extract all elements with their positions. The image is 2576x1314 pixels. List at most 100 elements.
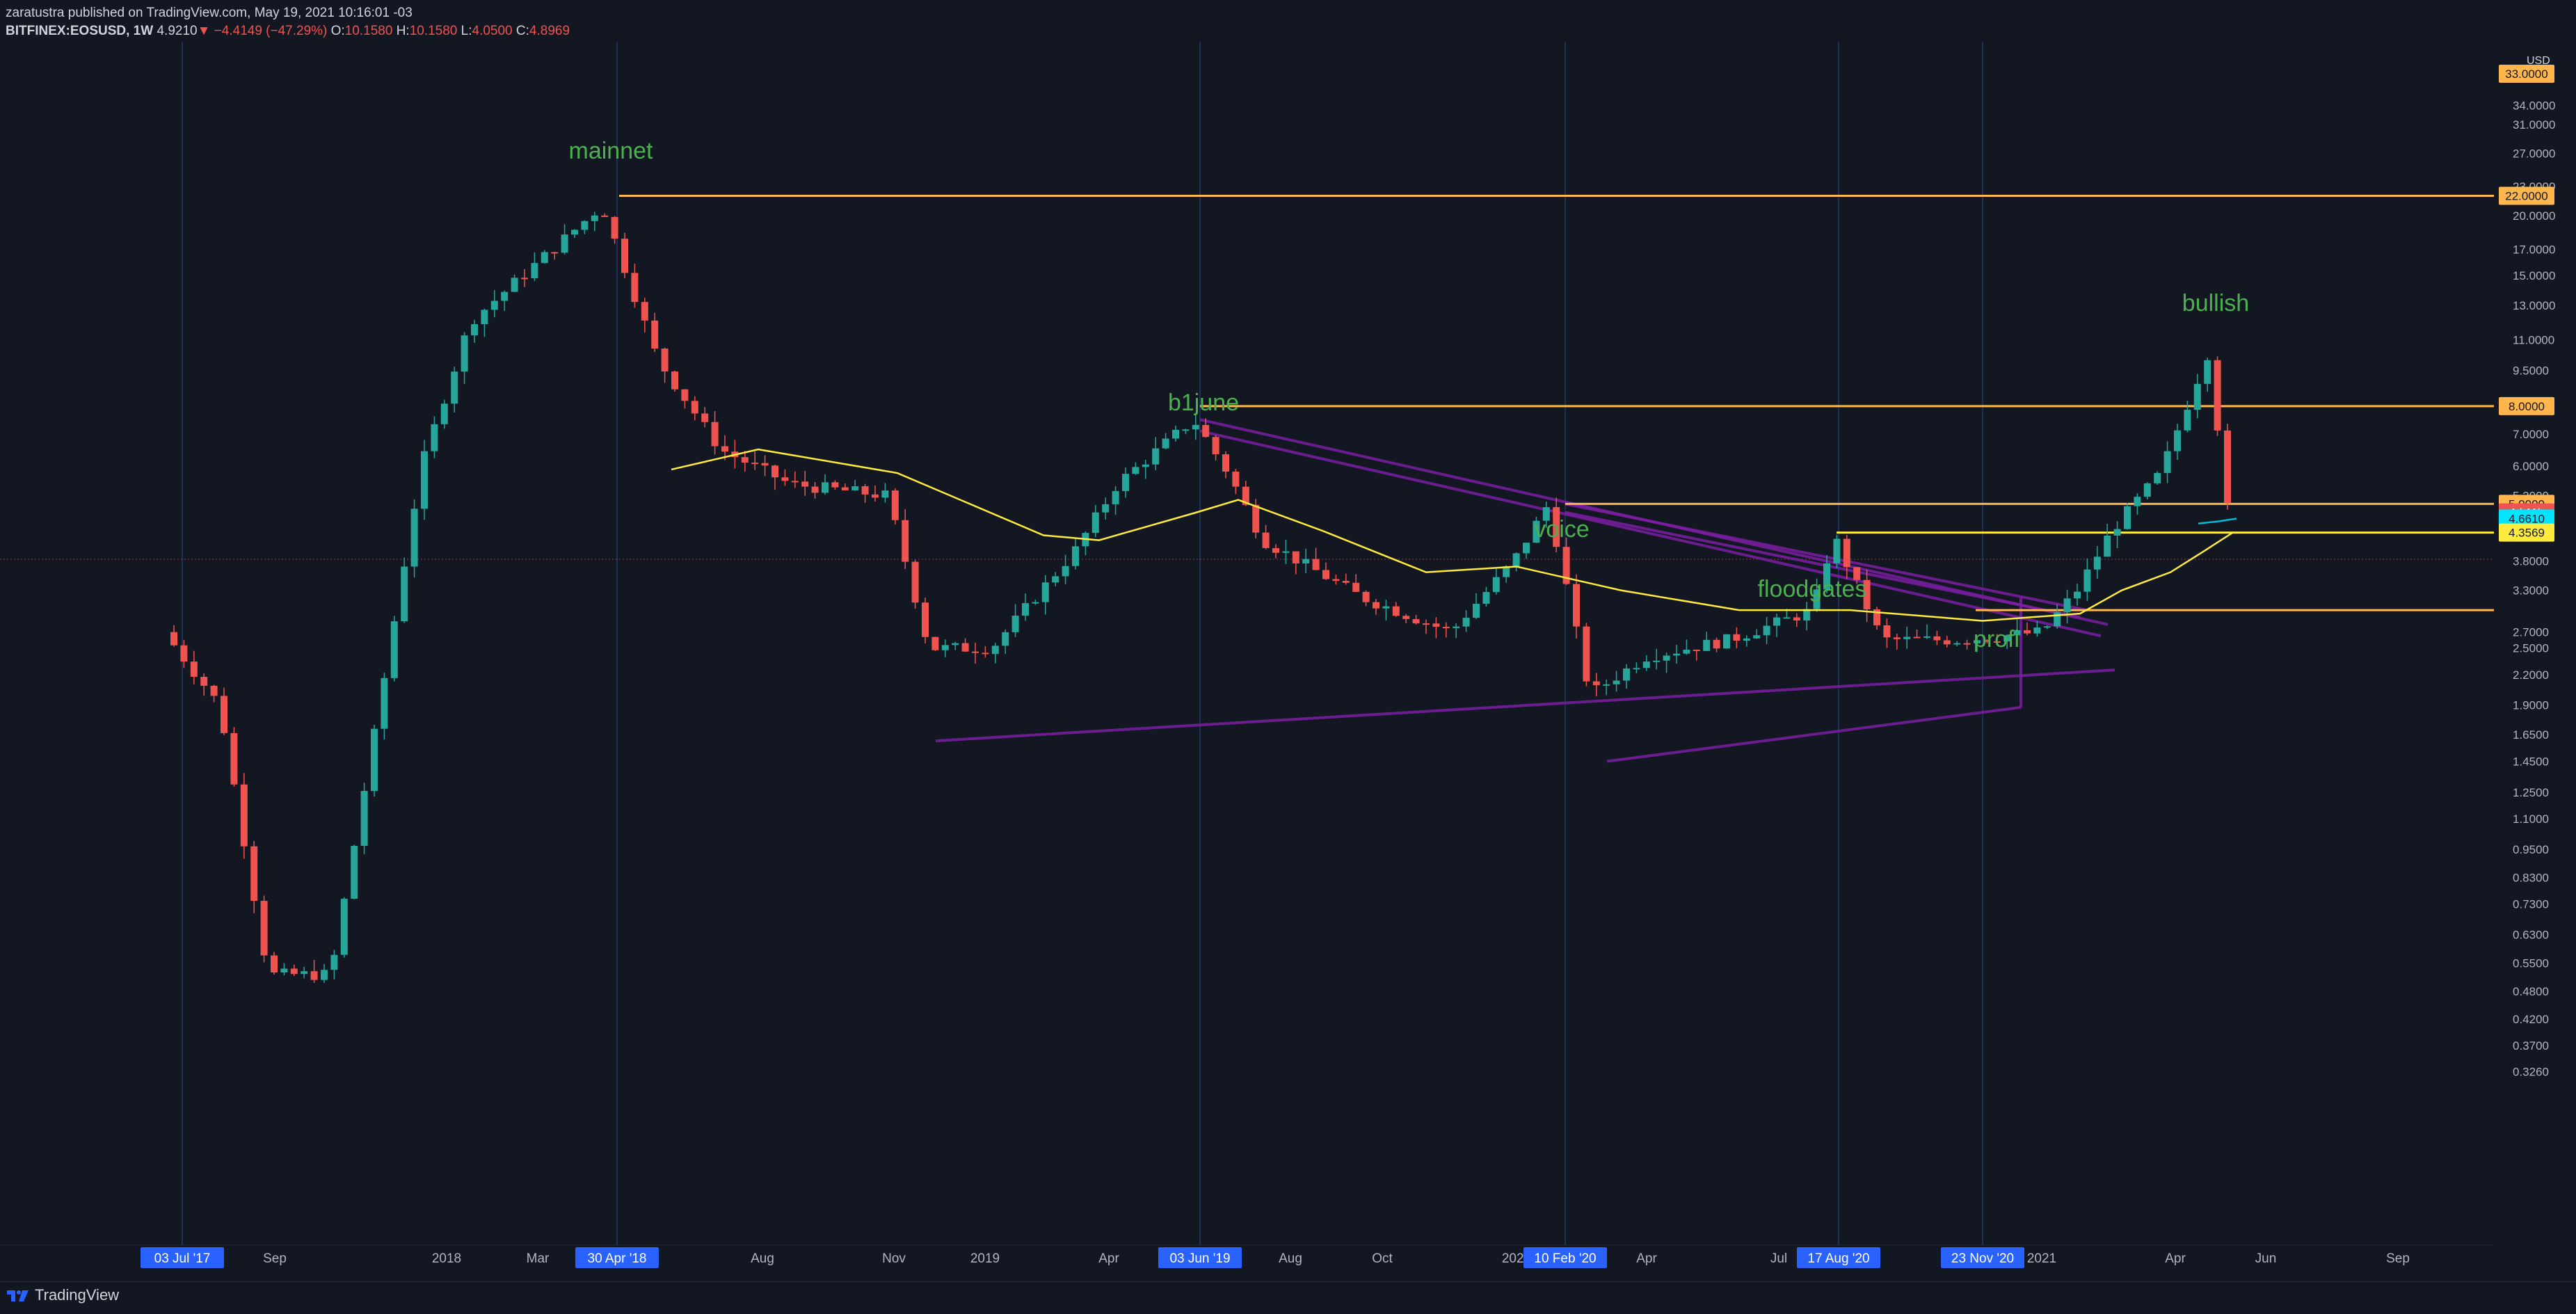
candle-body: [1673, 653, 1680, 656]
low-value: 4.0500: [472, 24, 513, 38]
low-label: L:: [461, 24, 472, 38]
candle-body: [982, 652, 989, 655]
horizontal-levels[interactable]: [619, 195, 2494, 611]
candle-body: [1974, 640, 1981, 643]
trendlines[interactable]: [935, 418, 2115, 763]
candle-body: [1693, 649, 1700, 651]
candle-body: [1091, 512, 1099, 534]
candle-body: [1843, 538, 1850, 568]
price-axis-badge: [2499, 509, 2554, 528]
high-value: 10.1580: [409, 24, 458, 38]
candle-body: [1453, 626, 1460, 628]
down-arrow-icon: ▼: [197, 24, 211, 38]
candle-body: [1653, 660, 1661, 662]
price-tick-label: 0.5500: [2513, 956, 2549, 970]
candle-body: [1642, 662, 1650, 668]
candle-body: [1713, 639, 1720, 649]
price-tick-label: 27.0000: [2513, 147, 2555, 160]
candle-body: [1663, 655, 1670, 661]
chart-header: zaratustra published on TradingView.com,…: [6, 4, 570, 40]
candle-body: [1913, 636, 1921, 639]
tradingview-logo[interactable]: TradingView: [6, 1286, 119, 1304]
candle-body: [1462, 618, 1470, 627]
price-tick-label: 0.9500: [2513, 843, 2549, 856]
price-tick-label: 0.4200: [2513, 1013, 2549, 1026]
candle-body: [310, 971, 318, 980]
open-label: O:: [330, 24, 345, 38]
candle-body: [521, 278, 528, 280]
time-tick-label: 30 Apr '18: [588, 1251, 647, 1266]
time-tick-label: Oct: [1372, 1251, 1393, 1266]
candle-body: [1603, 684, 1610, 686]
candle-body: [841, 487, 849, 490]
candle-body: [1592, 681, 1600, 685]
time-axis[interactable]: 03 Jul '17 Sep 2018 Mar 30 Apr '18 Aug Nov 2019…: [0, 1244, 2494, 1268]
candle-body: [1583, 626, 1590, 682]
price-tick-label: 2.5000: [2513, 642, 2549, 655]
candle-body: [1382, 606, 1390, 609]
price-axis-badge: [2499, 65, 2554, 83]
price-tick-label: 0.8300: [2513, 871, 2549, 884]
price-tick-label: 9.5000: [2513, 364, 2549, 378]
candle-body: [1903, 636, 1911, 639]
candle-body: [741, 457, 749, 463]
symbol-name[interactable]: BITFINEX:EOSUSD, 1W: [6, 24, 154, 38]
candle-body: [2024, 630, 2031, 634]
candle-body: [250, 846, 258, 902]
ma-long-line: [671, 448, 2234, 622]
candle-body: [260, 901, 268, 956]
candle-body: [461, 335, 468, 372]
time-tick-badge: [141, 1247, 224, 1268]
candle-body: [2214, 360, 2221, 431]
candle-body: [1963, 643, 1971, 645]
candle-body: [2184, 410, 2191, 431]
candle-body: [2104, 535, 2111, 557]
candle-body: [2063, 598, 2071, 613]
candle-body: [1432, 623, 1440, 627]
candle-body: [2083, 569, 2091, 592]
candle-body: [621, 239, 628, 273]
candle-body: [2124, 506, 2131, 529]
price-axis-badge-label: 22.0000: [2505, 190, 2547, 203]
candlestick-series[interactable]: [170, 211, 2231, 984]
candle-body: [1753, 635, 1761, 639]
time-tick-label: 03 Jul '17: [154, 1251, 211, 1266]
candle-body: [2074, 591, 2081, 599]
time-tick-label: Sep: [2386, 1251, 2410, 1266]
candle-body: [321, 970, 328, 980]
candle-body: [1933, 636, 1941, 641]
candle-body: [1072, 546, 1079, 566]
candle-body: [1392, 606, 1400, 616]
candle-body: [1703, 639, 1711, 651]
candle-body: [2163, 451, 2171, 473]
candle-body: [1282, 551, 1290, 553]
candle-body: [1503, 566, 1510, 577]
candle-body: [1362, 591, 1370, 602]
candle-body: [1512, 553, 1520, 567]
candle-body: [1783, 617, 1791, 619]
candle-body: [1723, 634, 1730, 649]
candle-body: [1573, 584, 1580, 627]
candle-body: [1142, 464, 1149, 467]
candle-body: [1152, 448, 1160, 465]
candle-body: [1352, 582, 1360, 592]
candle-body: [240, 784, 248, 847]
candle-body: [1542, 507, 1550, 521]
tradingview-brand: TradingView: [35, 1286, 120, 1304]
candle-body: [1893, 637, 1901, 639]
candle-body: [2204, 360, 2211, 384]
candle-body: [541, 252, 548, 264]
candle-body: [511, 278, 518, 292]
price-tick-label: 1.1000: [2513, 812, 2549, 826]
price-axis[interactable]: USD34.000031.000027.000023.000020.000017…: [2497, 35, 2576, 1252]
candle-body: [922, 602, 929, 637]
candle-body: [551, 252, 559, 254]
price-tick-label: 0.3260: [2513, 1066, 2549, 1079]
candle-body: [751, 463, 759, 465]
price-tick-label: 17.0000: [2513, 243, 2555, 257]
candle-body: [1623, 668, 1630, 681]
candle-body: [1032, 602, 1039, 604]
candle-body: [631, 273, 639, 303]
